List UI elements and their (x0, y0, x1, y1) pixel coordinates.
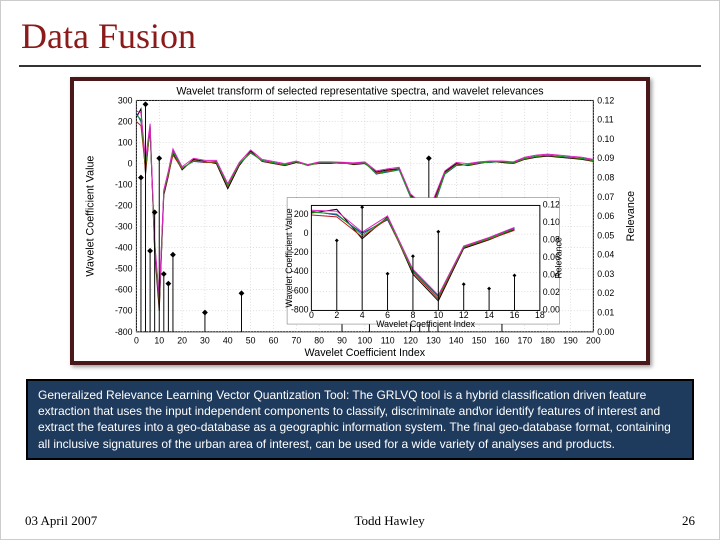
svg-text:300: 300 (118, 95, 133, 105)
svg-text:0: 0 (304, 228, 309, 238)
svg-text:0.12: 0.12 (597, 95, 614, 105)
svg-text:90: 90 (337, 336, 347, 346)
x-axis-label: Wavelet Coefficient Index (305, 347, 426, 359)
svg-text:0.11: 0.11 (597, 115, 614, 125)
inset-chart: -800-600-400-20002000246810121416180.000… (284, 198, 563, 329)
svg-text:0.04: 0.04 (597, 250, 614, 260)
svg-text:130: 130 (426, 336, 441, 346)
svg-text:150: 150 (472, 336, 487, 346)
svg-text:100: 100 (358, 336, 373, 346)
svg-text:2: 2 (334, 310, 339, 320)
slide-title: Data Fusion (19, 9, 701, 67)
x-ticks: 0 10 20 30 40 50 60 70 80 90 100 110 120 130 140 150 160… (134, 336, 601, 346)
svg-text:200: 200 (294, 209, 309, 219)
y-axis-right-label: Relevance (625, 191, 637, 242)
chart-title: Wavelet transform of selected representa… (176, 86, 543, 98)
main-chart: Wavelet transform of selected representa… (74, 81, 646, 361)
svg-text:0.10: 0.10 (597, 134, 614, 144)
svg-text:0: 0 (128, 158, 133, 168)
svg-text:-700: -700 (115, 306, 133, 316)
svg-text:-100: -100 (115, 180, 133, 190)
svg-text:-500: -500 (115, 264, 133, 274)
svg-text:190: 190 (563, 336, 578, 346)
svg-text:0.07: 0.07 (597, 192, 614, 202)
svg-text:0.00: 0.00 (543, 304, 560, 314)
svg-text:0.09: 0.09 (597, 153, 614, 163)
svg-text:-400: -400 (115, 243, 133, 253)
svg-text:160: 160 (495, 336, 510, 346)
y-ticks-left: -800 -700 -600 -500 -400 -300 -200 -100 0 100 200 3… (115, 95, 133, 336)
svg-text:70: 70 (291, 336, 301, 346)
slide: Data Fusion Wavelet transform of selecte… (0, 0, 720, 540)
chart-container: Wavelet transform of selected representa… (70, 77, 650, 365)
svg-text:0.03: 0.03 (597, 269, 614, 279)
svg-text:0.05: 0.05 (597, 230, 614, 240)
svg-text:-800: -800 (115, 327, 133, 337)
svg-text:40: 40 (223, 336, 233, 346)
svg-text:10: 10 (154, 336, 164, 346)
svg-text:Wavelet Coefficient Value: Wavelet Coefficient Value (284, 208, 294, 307)
svg-text:0.02: 0.02 (597, 288, 614, 298)
svg-text:100: 100 (118, 137, 133, 147)
svg-text:0.02: 0.02 (543, 287, 560, 297)
svg-text:140: 140 (449, 336, 464, 346)
svg-text:80: 80 (314, 336, 324, 346)
svg-text:110: 110 (381, 336, 395, 346)
svg-text:180: 180 (540, 336, 555, 346)
svg-text:16: 16 (510, 310, 520, 320)
svg-text:-300: -300 (115, 222, 133, 232)
svg-text:30: 30 (200, 336, 210, 346)
svg-text:60: 60 (269, 336, 279, 346)
svg-text:-200: -200 (115, 201, 133, 211)
y-axis-left-label: Wavelet Coefficient Value (85, 156, 97, 277)
svg-text:4: 4 (360, 310, 365, 320)
svg-text:0.08: 0.08 (597, 172, 614, 182)
svg-text:0.01: 0.01 (597, 307, 614, 317)
svg-text:14: 14 (484, 310, 494, 320)
svg-text:0: 0 (134, 336, 139, 346)
svg-text:200: 200 (586, 336, 601, 346)
svg-text:0.10: 0.10 (543, 217, 560, 227)
svg-text:200: 200 (118, 116, 133, 126)
svg-text:0.06: 0.06 (597, 211, 614, 221)
y-ticks-right: 0.000.010.020.030.040.050.060.070.080.09… (597, 95, 614, 336)
svg-text:Relevance: Relevance (553, 237, 563, 278)
svg-text:170: 170 (517, 336, 532, 346)
svg-text:50: 50 (246, 336, 256, 346)
caption-box: Generalized Relevance Learning Vector Qu… (26, 379, 694, 460)
footer: 03 April 2007 Todd Hawley 26 (1, 513, 719, 529)
footer-page: 26 (682, 513, 695, 529)
footer-author: Todd Hawley (355, 513, 425, 529)
svg-text:Wavelet Coefficient Index: Wavelet Coefficient Index (376, 319, 475, 329)
svg-text:-600: -600 (115, 285, 133, 295)
footer-date: 03 April 2007 (25, 513, 97, 529)
svg-text:0.12: 0.12 (543, 199, 560, 209)
svg-text:20: 20 (177, 336, 187, 346)
svg-text:120: 120 (403, 336, 418, 346)
svg-text:0: 0 (309, 310, 314, 320)
